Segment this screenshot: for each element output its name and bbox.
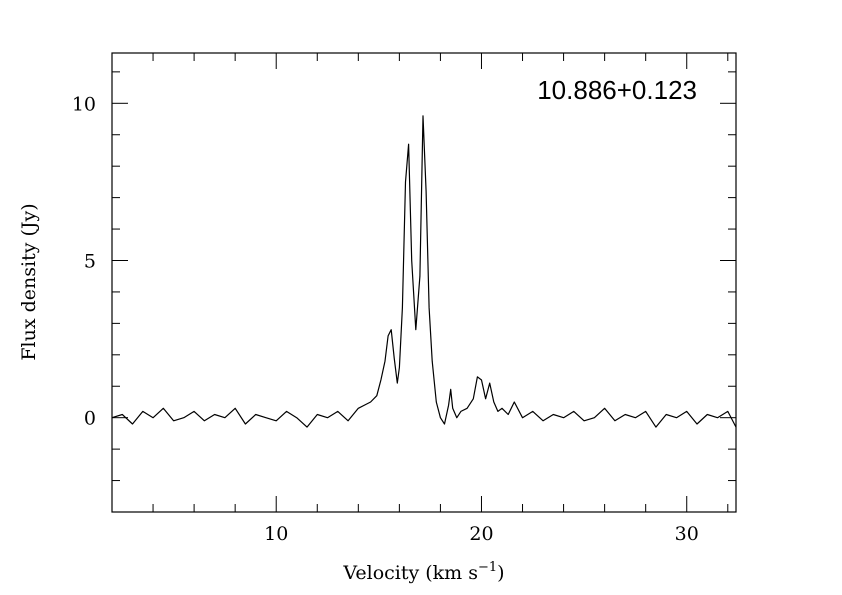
x-axis-title-main: Velocity (km s	[342, 562, 478, 584]
y-tick-label: 5	[84, 250, 96, 272]
x-tick-label: 30	[675, 523, 699, 545]
x-tick-label: 10	[264, 523, 288, 545]
annotation-label: 10.886+0.123	[537, 75, 697, 105]
y-tick-label: 0	[84, 408, 96, 430]
x-axis-title-sup: −1	[478, 560, 497, 575]
y-axis-title: Flux density (Jy)	[18, 203, 40, 360]
plot-frame	[111, 52, 737, 513]
x-axis-title: Velocity (km s−1)	[342, 560, 504, 584]
tick-marks	[111, 53, 736, 513]
y-tick-label: 10	[72, 93, 96, 115]
spectrum-line	[111, 115, 737, 428]
y-tick-labels: 0 5 10	[72, 93, 96, 429]
x-tick-labels: 10 20 30	[264, 523, 699, 545]
x-axis-title-close: )	[497, 562, 504, 584]
x-tick-label: 20	[469, 523, 493, 545]
